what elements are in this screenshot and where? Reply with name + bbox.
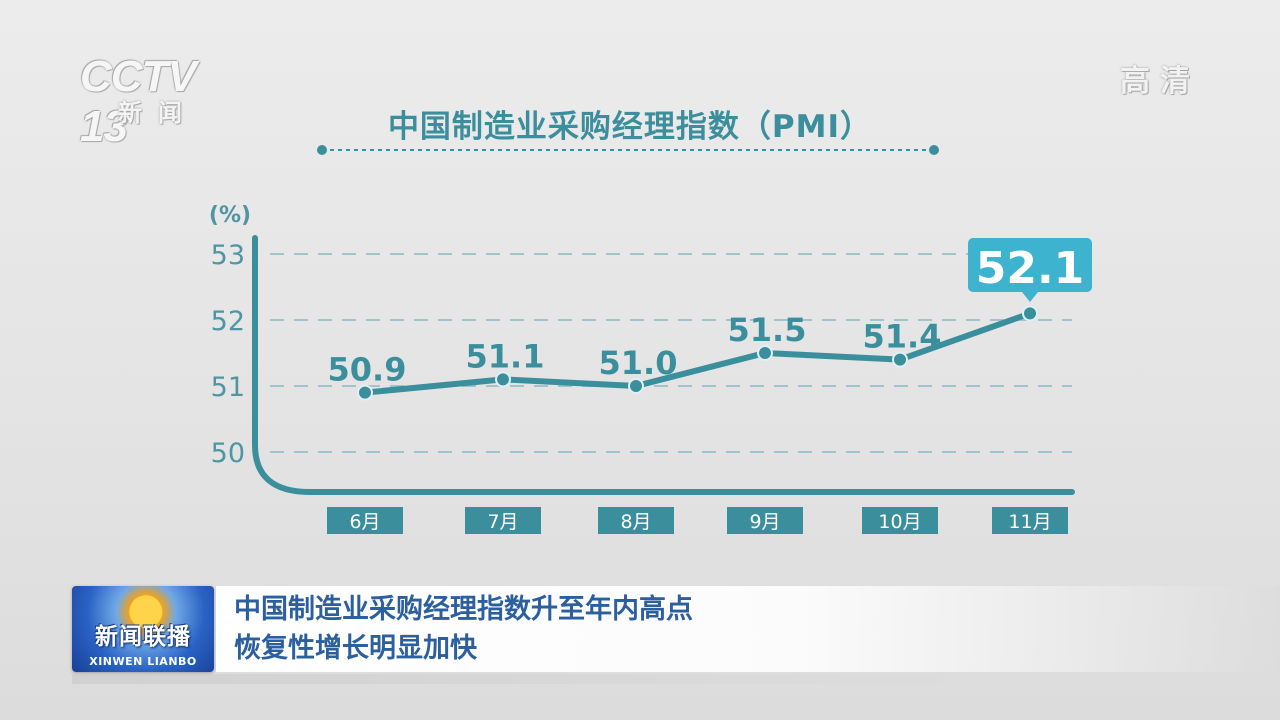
y-tick-53: 53: [211, 240, 245, 271]
highlight-label-box: [968, 238, 1092, 292]
data-point-9月: [757, 345, 773, 361]
x-tick-label-6月: 6月: [349, 511, 380, 533]
headline-line-1: 中国制造业采购经理指数升至年内高点: [234, 594, 693, 625]
x-tick-labels: 6月 7月 8月 9月 10月 11月: [327, 507, 1068, 534]
x-tick-6月: 6月: [327, 507, 403, 534]
title-dotted-underline: [317, 145, 939, 155]
y-tick-50: 50: [211, 438, 245, 469]
headline-line-2: 恢复性增长明显加快: [234, 633, 477, 664]
hd-quality-label: 高清: [1120, 64, 1200, 99]
x-tick-11月: 11月: [992, 507, 1068, 534]
y-tick-51: 51: [211, 372, 245, 403]
data-point-6月: [357, 384, 373, 401]
x-tick-8月: 8月: [598, 507, 674, 534]
data-label-8月: 51.0: [599, 344, 678, 382]
chart-title: 中国制造业采购经理指数（PMI）: [387, 109, 873, 145]
x-tick-box-6月: [327, 507, 403, 534]
data-labels: 50.9 51.1 51.0 51.5 51.4 52.1: [328, 238, 1092, 389]
data-label-6月: 50.9: [328, 351, 407, 389]
highlight-label-11月: 52.1: [968, 238, 1092, 302]
x-tick-7月: 7月: [465, 507, 541, 534]
chart-axes: [252, 235, 1075, 495]
data-label-11月: 52.1: [976, 243, 1085, 294]
x-tick-box-8月: [598, 507, 674, 534]
x-tick-10月: 10月: [862, 507, 938, 534]
highlight-label-pointer: [1022, 292, 1038, 302]
xinwen-lianbo-logo: 新闻联播 XINWEN LIANBO: [72, 586, 214, 672]
headline-shadow: [72, 674, 972, 684]
xinwen-lianbo-logo-text: 新闻联播: [95, 624, 191, 650]
x-tick-label-9月: 9月: [749, 511, 780, 533]
data-label-7月: 51.1: [466, 337, 545, 375]
title-underline-dot-left: [317, 145, 327, 155]
x-tick-box-11月: [992, 507, 1068, 534]
y-tick-labels: 50 51 52 53 (%): [209, 203, 251, 469]
x-tick-9月: 9月: [727, 507, 803, 534]
series-pmi: [357, 305, 1038, 401]
headline-bar: [216, 586, 1280, 672]
x-tick-label-7月: 7月: [487, 511, 518, 533]
data-point-7月: [495, 371, 511, 388]
data-label-9月: 51.5: [728, 311, 807, 349]
data-label-10月: 51.4: [863, 318, 942, 356]
data-point-10月: [892, 351, 908, 368]
axis-line: [252, 235, 1075, 495]
series-line: [362, 310, 1033, 396]
y-axis-unit-label: (%): [209, 203, 251, 228]
title-underline-dot-right: [929, 145, 939, 155]
x-tick-box-9月: [727, 507, 803, 534]
xinwen-lianbo-logo-pinyin: XINWEN LIANBO: [89, 655, 197, 668]
x-tick-label-10月: 10月: [878, 511, 921, 533]
y-tick-52: 52: [211, 306, 245, 337]
cctv-logo-subtitle: 新闻: [118, 99, 198, 127]
data-point-11月: [1022, 305, 1038, 322]
cctv-logo: CCTV 13: [80, 52, 197, 151]
x-tick-label-11月: 11月: [1008, 511, 1051, 533]
x-tick-box-7月: [465, 507, 541, 534]
data-point-8月: [628, 378, 644, 394]
x-tick-box-10月: [862, 507, 938, 534]
x-tick-label-8月: 8月: [620, 511, 651, 533]
